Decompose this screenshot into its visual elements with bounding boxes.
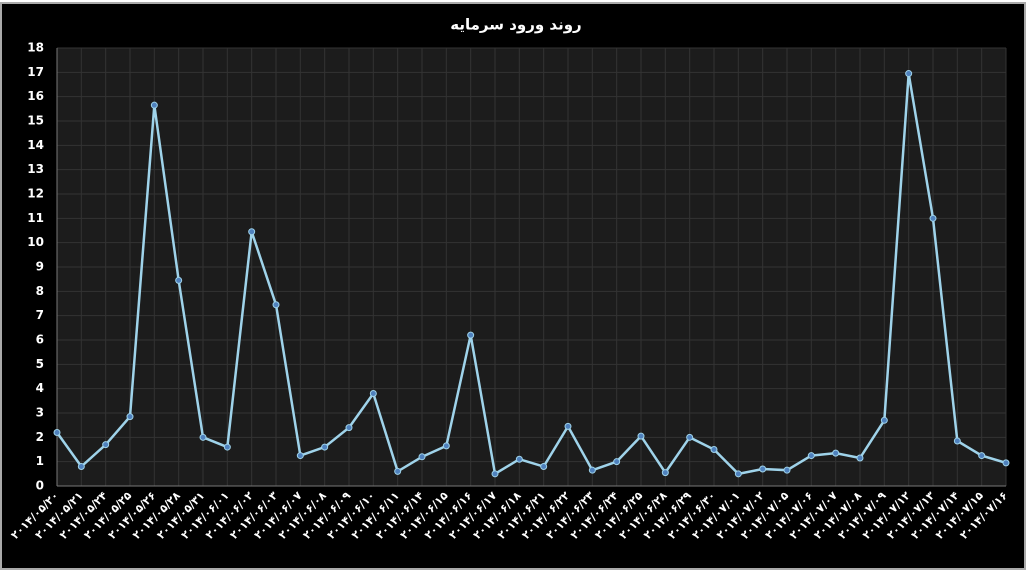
data-point bbox=[661, 469, 669, 477]
y-tick-label: 18 bbox=[27, 41, 44, 55]
data-point bbox=[272, 301, 280, 309]
data-point bbox=[296, 452, 304, 460]
data-point bbox=[199, 433, 207, 441]
y-tick-label: 0 bbox=[36, 479, 44, 493]
data-point bbox=[832, 449, 840, 457]
data-point bbox=[953, 437, 961, 445]
y-tick-label: 1 bbox=[36, 454, 44, 468]
y-tick-label: 6 bbox=[36, 333, 44, 347]
data-point bbox=[856, 454, 864, 462]
y-tick-label: 9 bbox=[36, 260, 44, 274]
data-point bbox=[759, 465, 767, 473]
y-tick-label: 4 bbox=[36, 381, 44, 395]
data-point bbox=[77, 463, 85, 471]
data-point bbox=[905, 70, 913, 78]
data-point bbox=[418, 453, 426, 461]
y-tick-label: 15 bbox=[27, 114, 44, 128]
data-point bbox=[686, 433, 694, 441]
data-point bbox=[540, 463, 548, 471]
data-point bbox=[491, 470, 499, 478]
data-point bbox=[150, 101, 158, 109]
data-point bbox=[637, 432, 645, 440]
y-tick-label: 8 bbox=[36, 284, 44, 298]
data-point bbox=[442, 442, 450, 450]
y-tick-label: 11 bbox=[27, 211, 44, 225]
data-point bbox=[467, 331, 475, 339]
data-point bbox=[248, 228, 256, 236]
data-point bbox=[126, 413, 134, 421]
data-point bbox=[53, 428, 61, 436]
data-point bbox=[880, 416, 888, 424]
y-tick-label: 3 bbox=[36, 406, 44, 420]
data-point bbox=[613, 458, 621, 466]
data-point bbox=[223, 443, 231, 451]
y-tick-label: 10 bbox=[27, 235, 44, 249]
y-tick-label: 12 bbox=[27, 187, 44, 201]
y-tick-label: 14 bbox=[27, 138, 44, 152]
data-point bbox=[102, 441, 110, 449]
y-tick-label: 13 bbox=[27, 162, 44, 176]
data-point bbox=[369, 390, 377, 398]
y-tick-label: 16 bbox=[27, 89, 44, 103]
chart-title: روند ورود سرمایه bbox=[450, 16, 581, 34]
y-tick-label: 2 bbox=[36, 430, 44, 444]
data-point bbox=[929, 214, 937, 222]
data-point bbox=[515, 455, 523, 463]
y-tick-label: 7 bbox=[36, 308, 44, 322]
data-point bbox=[394, 467, 402, 475]
data-point bbox=[710, 446, 718, 453]
y-tick-label: 5 bbox=[36, 357, 44, 371]
data-point bbox=[588, 466, 596, 474]
data-point bbox=[978, 452, 986, 460]
data-point bbox=[807, 452, 815, 460]
data-line bbox=[55, 73, 1007, 476]
y-tick-label: 17 bbox=[27, 65, 44, 79]
data-point bbox=[321, 443, 329, 451]
data-point bbox=[564, 422, 572, 430]
data-point bbox=[175, 276, 183, 284]
data-point bbox=[734, 470, 742, 478]
data-point bbox=[783, 466, 791, 474]
data-point bbox=[345, 424, 353, 432]
data-point bbox=[1002, 459, 1010, 467]
